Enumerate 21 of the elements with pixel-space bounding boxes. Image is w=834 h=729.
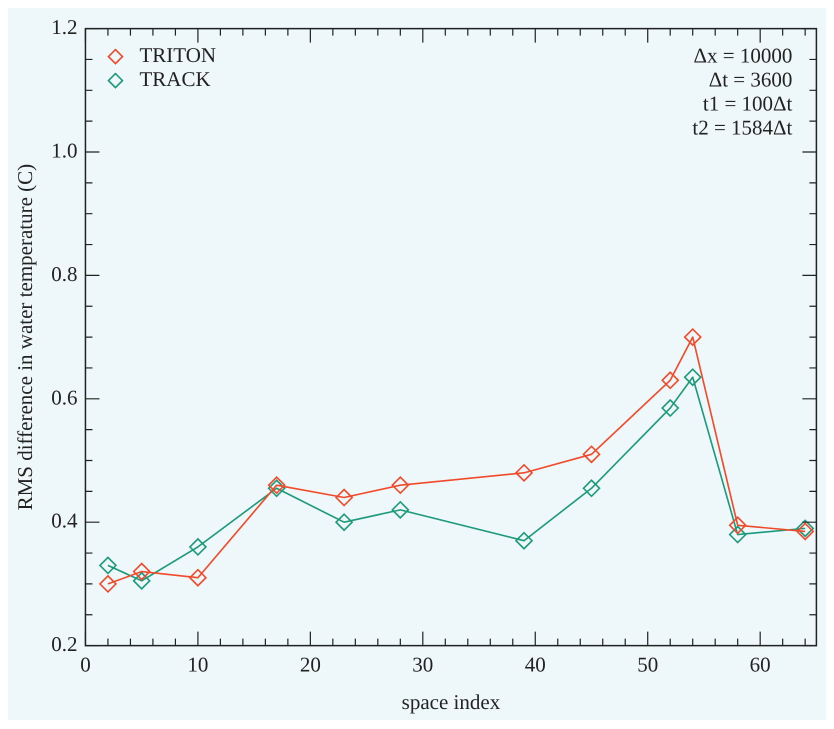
x-tick-label: 30 xyxy=(412,652,434,677)
annotation: Δx = 10000 xyxy=(694,44,792,68)
annotation: t2 = 1584Δt xyxy=(692,116,793,140)
y-tick-label: 0.4 xyxy=(51,508,78,533)
y-tick-label: 1.2 xyxy=(51,15,78,40)
annotation: Δt = 3600 xyxy=(708,68,792,92)
x-tick-label: 0 xyxy=(80,652,91,677)
y-tick-label: 0.8 xyxy=(51,262,78,286)
y-tick-label: 0.2 xyxy=(51,632,78,656)
x-tick-label: 60 xyxy=(750,652,771,677)
x-axis-title: space index xyxy=(402,690,501,714)
x-tick-label: 20 xyxy=(300,652,321,677)
annotation: t1 = 100Δt xyxy=(702,92,793,116)
legend-label: TRITON xyxy=(139,43,216,68)
x-tick-label: 40 xyxy=(524,652,546,677)
y-tick-label: 0.6 xyxy=(51,385,78,410)
y-tick-label: 1.0 xyxy=(51,138,78,163)
x-tick-label: 50 xyxy=(637,652,658,677)
legend-label: TRACK xyxy=(139,67,211,92)
y-axis-title: RMS difference in water temperature (C) xyxy=(13,164,38,510)
x-tick-label: 10 xyxy=(187,652,208,677)
